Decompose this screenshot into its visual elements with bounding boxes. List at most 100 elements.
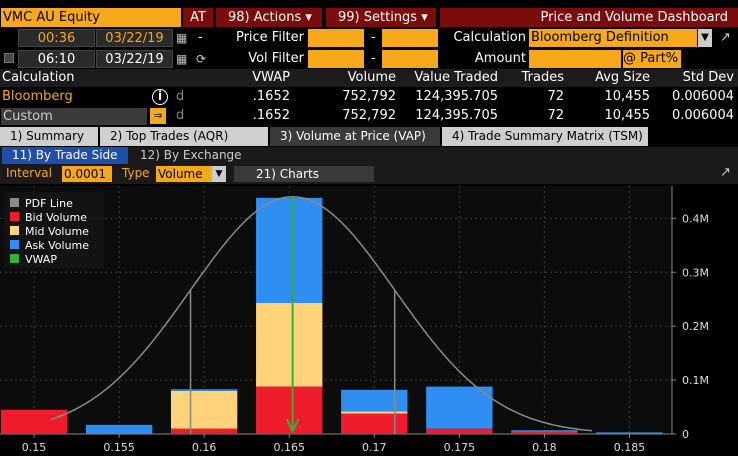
- row-std: 0.006004: [671, 108, 734, 123]
- y-tick-label: 0: [682, 428, 689, 441]
- start-time-field[interactable]: 00:36: [18, 29, 95, 47]
- y-tick-label: 0.4M: [682, 212, 709, 225]
- tab-summary[interactable]: 1) Summary: [0, 127, 98, 146]
- vol-filter-min-input[interactable]: [308, 50, 364, 68]
- price-filter-max-input[interactable]: [382, 29, 438, 47]
- expand-icon[interactable]: ↗: [720, 30, 731, 45]
- x-tick-label: 0.175: [444, 441, 476, 454]
- x-tick-label: 0.185: [614, 441, 646, 454]
- legend-swatch: [10, 226, 19, 235]
- end-time-field[interactable]: 06:10: [18, 50, 95, 68]
- participation-field[interactable]: @ Part%: [623, 50, 681, 68]
- chevron-down-icon[interactable]: ▼: [698, 29, 712, 47]
- vol-filter-label: Vol Filter: [248, 51, 304, 66]
- filter-row-2: 06:10 03/22/19 ▦ ⟳ Vol Filter - Amount @…: [0, 49, 738, 70]
- pdf-line: [50, 196, 593, 432]
- price-filter-min-input[interactable]: [308, 29, 364, 47]
- dash-separator: -: [198, 30, 203, 45]
- col-value-traded: Value Traded: [414, 70, 498, 85]
- bar-bid-segment: [170, 428, 238, 434]
- bar-mid-segment: [256, 302, 323, 387]
- row-value: 124,395.705: [415, 108, 498, 123]
- bar-bid-segment: [256, 386, 323, 434]
- bar-mid-segment: [341, 411, 408, 414]
- row-d: d: [176, 108, 185, 123]
- row-calc-name[interactable]: Custom: [1, 108, 147, 125]
- row-volume: 752,792: [342, 89, 396, 104]
- amount-input[interactable]: [529, 50, 621, 68]
- info-icon[interactable]: i: [152, 89, 168, 105]
- page-title: Price and Volume Dashboard: [440, 8, 738, 27]
- subtab-by-exchange[interactable]: 12) By Exchange: [140, 148, 242, 162]
- row-vwap: .1652: [252, 108, 290, 123]
- col-avg-size: Avg Size: [595, 70, 650, 85]
- dash-separator-2: -: [371, 30, 376, 45]
- export-icon[interactable]: ⇒: [150, 108, 166, 124]
- header-bar: VMC AU Equity AT 98) Actions ▾ 99) Setti…: [0, 0, 738, 27]
- vol-filter-max-input[interactable]: [382, 50, 438, 68]
- spacer: [4, 32, 14, 42]
- y-tick-label: 0.2M: [682, 320, 709, 333]
- bar-bid-segment: [426, 428, 493, 434]
- checkbox[interactable]: [4, 53, 14, 63]
- y-tick-label: 0.3M: [682, 266, 709, 279]
- bar-ask-segment: [85, 424, 153, 434]
- ticker-field[interactable]: VMC AU Equity: [1, 8, 181, 27]
- subtab-bar: 11) By Trade Side 12) By Exchange: [0, 147, 738, 165]
- subtab-by-trade-side[interactable]: 11) By Trade Side: [2, 147, 128, 164]
- price-filter-label: Price Filter: [235, 30, 304, 45]
- legend-swatch: [10, 254, 19, 263]
- col-std-dev: Std Dev: [682, 70, 734, 85]
- row-d: d: [176, 89, 185, 104]
- col-calculation: Calculation: [2, 70, 75, 85]
- table-row[interactable]: Bloomberg i d .1652 752,792 124,395.705 …: [0, 88, 738, 107]
- calendar-icon-2[interactable]: ▦: [176, 52, 188, 66]
- legend-label: Ask Volume: [25, 239, 89, 252]
- table-row[interactable]: Custom ⇒ d .1652 752,792 124,395.705 72 …: [0, 107, 738, 126]
- amount-label: Amount: [474, 51, 526, 66]
- legend-swatch: [10, 212, 19, 221]
- x-tick-label: 0.18: [532, 441, 557, 454]
- x-tick-label: 0.15: [22, 441, 47, 454]
- row-avg: 10,455: [604, 89, 651, 104]
- expand-icon[interactable]: ↗: [720, 165, 731, 180]
- actions-menu[interactable]: 98) Actions ▾: [216, 8, 322, 27]
- refresh-icon[interactable]: ⟳: [196, 52, 207, 66]
- charts-button[interactable]: 21) Charts: [234, 166, 374, 182]
- legend-box: [4, 192, 104, 268]
- tab-top-trades[interactable]: 2) Top Trades (AQR): [100, 127, 268, 146]
- vwap-arrow: [285, 418, 300, 434]
- chevron-down-icon[interactable]: ▼: [212, 166, 226, 182]
- settings-menu[interactable]: 99) Settings ▾: [326, 8, 436, 27]
- interval-input[interactable]: 0.0001: [62, 166, 112, 182]
- row-avg: 10,455: [604, 108, 651, 123]
- bar-bid-segment: [0, 409, 68, 434]
- bar-ask-segment: [170, 389, 238, 391]
- plot-area: [0, 186, 672, 434]
- filter-row-1: 00:36 03/22/19 ▦ - Price Filter - Calcul…: [0, 28, 738, 49]
- legend-label: PDF Line: [25, 197, 73, 210]
- at-button[interactable]: AT: [183, 8, 213, 27]
- row-volume: 752,792: [342, 108, 396, 123]
- tab-trade-summary-matrix[interactable]: 4) Trade Summary Matrix (TSM): [442, 127, 648, 146]
- row-std: 0.006004: [671, 89, 734, 104]
- row-trades: 72: [547, 108, 564, 123]
- tab-bar: 1) Summary 2) Top Trades (AQR) 3) Volume…: [0, 127, 738, 146]
- col-volume: Volume: [347, 70, 396, 85]
- row-value: 124,395.705: [415, 89, 498, 104]
- legend-swatch: [10, 198, 19, 207]
- y-tick-label: 0.1M: [682, 374, 709, 387]
- x-tick-label: 0.155: [103, 441, 135, 454]
- x-tick-label: 0.165: [273, 441, 305, 454]
- type-select[interactable]: Volume: [156, 166, 212, 182]
- start-date-field[interactable]: 03/22/19: [96, 29, 173, 47]
- x-tick-label: 0.16: [192, 441, 217, 454]
- calendar-icon[interactable]: ▦: [176, 31, 188, 45]
- calculation-select[interactable]: Bloomberg Definition: [529, 29, 697, 47]
- tab-volume-at-price[interactable]: 3) Volume at Price (VAP): [270, 127, 440, 146]
- col-trades: Trades: [521, 70, 564, 85]
- bar-ask-segment: [596, 432, 663, 434]
- volume-at-price-chart: 0 0.1M 0.2M 0.3M 0.4M 0.15 0.155 0.16 0.165 0.17 0…: [0, 184, 738, 456]
- chart-controls: Interval 0.0001 Type Volume ▼ 21) Charts…: [0, 165, 738, 184]
- end-date-field[interactable]: 03/22/19: [96, 50, 173, 68]
